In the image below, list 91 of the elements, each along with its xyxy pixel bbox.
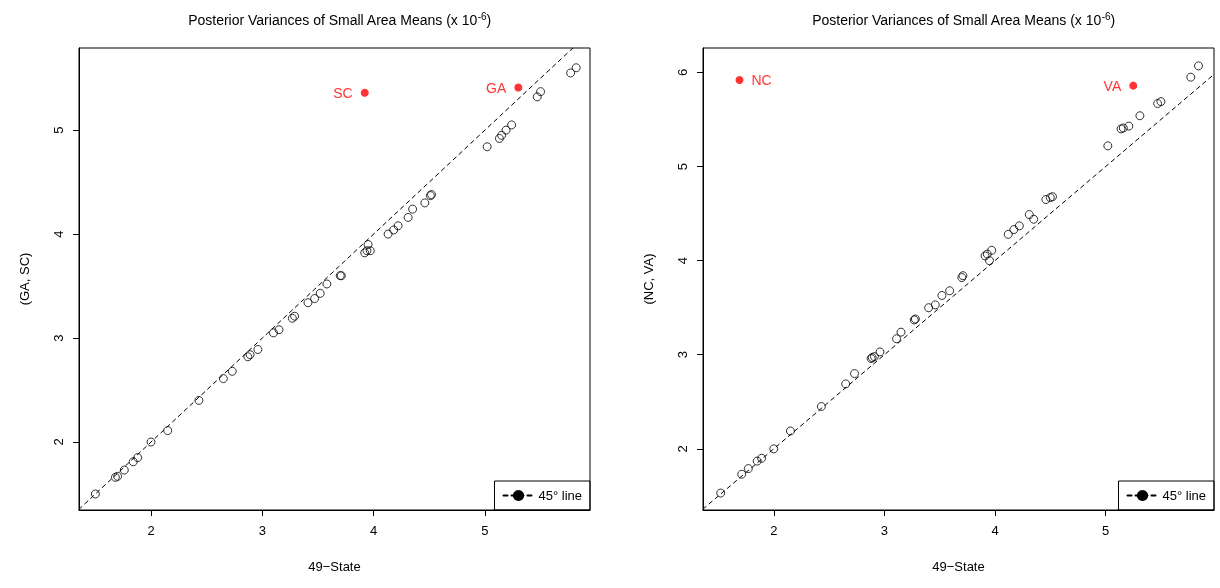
point bbox=[752, 456, 762, 466]
point bbox=[841, 379, 851, 389]
point bbox=[322, 279, 332, 289]
x-tick-label: 3 bbox=[880, 523, 889, 538]
point bbox=[1014, 221, 1024, 231]
point bbox=[896, 327, 906, 337]
point bbox=[924, 303, 934, 313]
y-tick-label: 4 bbox=[675, 257, 690, 265]
y-tick-label: 3 bbox=[675, 351, 690, 359]
point bbox=[119, 465, 129, 475]
point bbox=[194, 395, 204, 405]
y-axis-title: (NC, VA) bbox=[641, 253, 656, 305]
point bbox=[937, 290, 947, 300]
point bbox=[218, 374, 228, 384]
point bbox=[930, 300, 940, 310]
point bbox=[716, 488, 726, 498]
x-tick-label: 3 bbox=[258, 523, 266, 538]
point bbox=[408, 204, 418, 214]
x-tick-label: 5 bbox=[1101, 523, 1110, 538]
point bbox=[785, 426, 795, 436]
point bbox=[735, 75, 744, 84]
point bbox=[253, 344, 263, 354]
point bbox=[1009, 225, 1019, 235]
point bbox=[90, 489, 100, 499]
point bbox=[383, 229, 393, 239]
point bbox=[945, 286, 955, 296]
point bbox=[769, 444, 779, 454]
point bbox=[987, 245, 997, 255]
x-tick-label: 4 bbox=[370, 523, 378, 538]
point bbox=[268, 328, 278, 338]
point bbox=[507, 120, 517, 130]
point bbox=[128, 457, 138, 467]
y-tick-label: 2 bbox=[51, 438, 66, 446]
data-label: SC bbox=[333, 84, 353, 101]
point bbox=[393, 221, 403, 231]
data-label: VA bbox=[1103, 77, 1122, 94]
point bbox=[984, 256, 994, 266]
y-tick-label: 6 bbox=[675, 68, 690, 77]
x-tick-label: 5 bbox=[481, 523, 489, 538]
point bbox=[536, 87, 546, 97]
point bbox=[403, 212, 413, 222]
point bbox=[163, 426, 173, 436]
point bbox=[501, 125, 511, 135]
point bbox=[1029, 214, 1039, 224]
point bbox=[274, 325, 284, 335]
point bbox=[566, 68, 576, 78]
point bbox=[816, 402, 826, 411]
point bbox=[892, 334, 902, 344]
point bbox=[875, 347, 885, 357]
x-axis-title: 49−State bbox=[308, 559, 361, 574]
legend-label: 45° line bbox=[1162, 488, 1207, 503]
point bbox=[1041, 194, 1051, 204]
point bbox=[360, 88, 369, 97]
point bbox=[227, 366, 237, 376]
point bbox=[1003, 229, 1013, 239]
point bbox=[850, 369, 860, 379]
point bbox=[571, 63, 581, 73]
point bbox=[1024, 210, 1034, 220]
legend-label: 45° line bbox=[538, 488, 583, 503]
point bbox=[420, 198, 430, 208]
point bbox=[1124, 121, 1134, 131]
y-tick-label: 2 bbox=[675, 445, 690, 453]
y-tick-label: 5 bbox=[675, 162, 690, 171]
point bbox=[514, 83, 523, 92]
point bbox=[133, 453, 143, 463]
point bbox=[532, 92, 542, 102]
point bbox=[743, 464, 753, 474]
x-tick-label: 2 bbox=[147, 523, 155, 538]
x-tick-label: 2 bbox=[770, 523, 778, 538]
y-tick-label: 4 bbox=[51, 230, 66, 238]
point bbox=[389, 225, 399, 235]
y-axis-title: (GA, SC) bbox=[17, 252, 32, 306]
data-label: GA bbox=[486, 79, 507, 96]
y-tick-label: 3 bbox=[51, 334, 66, 342]
point bbox=[310, 294, 320, 304]
point bbox=[1135, 111, 1145, 121]
point bbox=[315, 288, 325, 298]
point bbox=[1129, 81, 1138, 90]
point bbox=[482, 142, 492, 152]
point bbox=[363, 239, 373, 249]
point bbox=[1186, 72, 1196, 82]
point bbox=[146, 437, 156, 447]
point bbox=[1103, 141, 1113, 151]
x-axis-title: 49−State bbox=[932, 559, 985, 574]
point bbox=[757, 453, 767, 463]
point bbox=[737, 469, 747, 479]
x-tick-label: 4 bbox=[991, 523, 999, 538]
data-label: NC bbox=[751, 71, 772, 88]
y-tick-label: 5 bbox=[51, 126, 66, 134]
point bbox=[303, 298, 313, 308]
point bbox=[1194, 61, 1204, 71]
